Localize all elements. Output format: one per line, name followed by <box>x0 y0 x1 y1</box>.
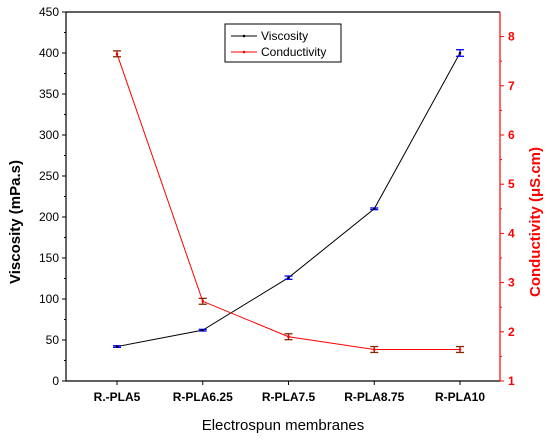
data-point <box>115 52 119 56</box>
legend-label: Viscosity <box>261 29 308 43</box>
series-line-viscosity <box>116 52 461 348</box>
y-tick-label-right: 4 <box>508 226 515 240</box>
y-tick-label-right: 1 <box>508 374 515 388</box>
y-tick-label-right: 2 <box>508 325 515 339</box>
series-layer <box>113 49 464 354</box>
data-point <box>201 299 205 303</box>
data-point <box>201 328 205 332</box>
y-tick-label-left: 100 <box>39 292 59 306</box>
y-tick-label-right: 6 <box>508 128 515 142</box>
data-point <box>287 335 290 339</box>
y-tick-label-left: 400 <box>39 46 59 60</box>
y-tick-label-left: 200 <box>39 210 59 224</box>
x-tick-label: R-PLA7.5 <box>262 390 316 404</box>
y-axis-title-right: Conductivity (μS.cm) <box>527 147 544 297</box>
data-point <box>287 276 290 279</box>
x-tick-label: R-PLA10 <box>435 390 485 404</box>
y-tick-label-right: 5 <box>508 177 515 191</box>
legend-box <box>224 23 342 63</box>
legend-label: Conductivity <box>261 45 326 59</box>
x-axis-title: Electrospun membranes <box>202 417 365 434</box>
y-tick-label-left: 250 <box>39 169 59 183</box>
y-tick-label-left: 300 <box>39 128 59 142</box>
y-tick-label-left: 350 <box>39 87 59 101</box>
x-tick-label: R-PLA6.25 <box>173 390 233 404</box>
y-tick-label-left: 0 <box>52 374 59 388</box>
y-axis-title-left: Viscosity (mPa.s) <box>7 160 24 284</box>
y-tick-label-right: 7 <box>508 79 515 93</box>
x-tick-label: R-PLA8.75 <box>344 390 404 404</box>
x-tick-label: R.-PLA5 <box>94 390 141 404</box>
y-tick-label-left: 150 <box>39 251 59 265</box>
y-tick-label-right: 3 <box>508 276 515 290</box>
legend-marker <box>242 34 246 38</box>
data-point <box>115 345 119 348</box>
axes-layer: 0 50 100 150 200 250 300 350 400 450 1 2 3 4 5 6 7 8 R.-PL… <box>39 5 515 404</box>
y-tick-label-left: 450 <box>39 5 59 19</box>
legend-marker <box>242 50 246 54</box>
legend: Viscosity Conductivity <box>224 23 342 63</box>
y-tick-label-left: 50 <box>46 333 60 347</box>
data-point <box>372 348 376 351</box>
data-point <box>458 51 462 55</box>
series-line-conductivity <box>116 53 460 351</box>
y-tick-label-right: 8 <box>508 30 515 44</box>
data-point <box>458 348 462 351</box>
data-point <box>372 207 376 211</box>
